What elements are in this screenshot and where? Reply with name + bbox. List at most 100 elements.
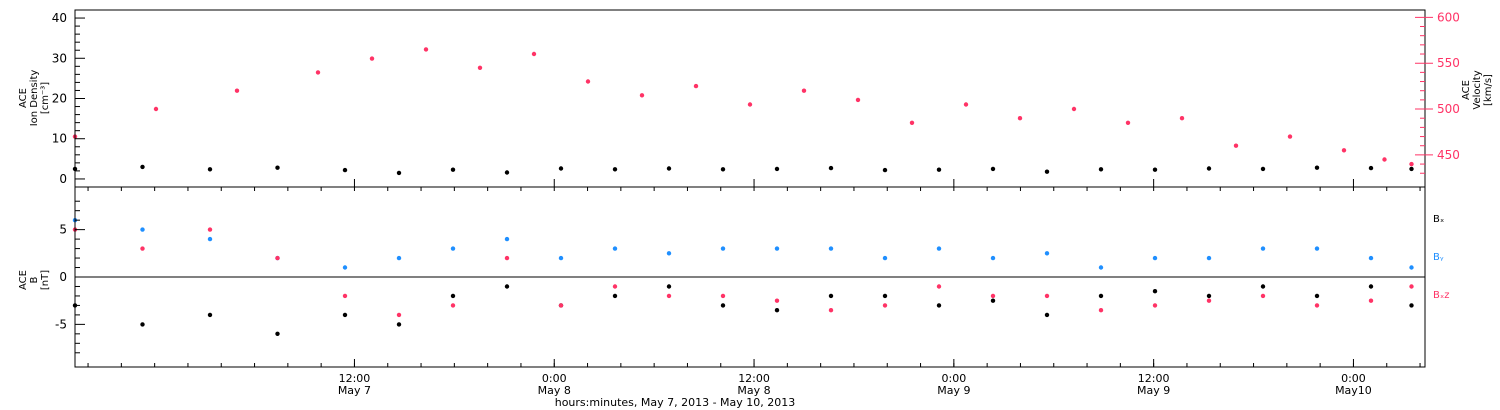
bx-point — [1409, 303, 1414, 308]
velocity-axis-label-line: ACE — [1461, 80, 1472, 100]
by-point — [936, 246, 942, 251]
bx-point — [612, 293, 618, 299]
bx-point — [140, 322, 145, 327]
by-point — [774, 246, 780, 251]
bz-point — [666, 293, 672, 299]
bz-point — [342, 293, 348, 299]
bz-point — [1368, 298, 1374, 303]
bx-point — [1044, 312, 1050, 318]
density-point — [342, 167, 348, 173]
velocity-point — [909, 120, 915, 126]
velocity-tick-label: 500 — [1437, 102, 1460, 116]
density-point — [990, 166, 996, 172]
bx-point — [828, 293, 834, 299]
x-tick-time: 12:00 — [1138, 372, 1170, 385]
density-point — [882, 167, 888, 173]
bz-point — [1206, 298, 1212, 303]
legend-bz: Bₓz — [1433, 290, 1450, 301]
density-point — [936, 167, 942, 172]
density-point — [1044, 169, 1050, 174]
bx-point — [1260, 284, 1266, 289]
velocity-tick-label: 600 — [1437, 10, 1460, 24]
density-point — [450, 167, 456, 172]
x-tick-date: May10 — [1335, 384, 1372, 397]
velocity-point — [153, 106, 159, 112]
bz-point — [720, 293, 726, 299]
by-point — [558, 255, 564, 261]
density-point — [828, 165, 834, 171]
bx-point — [666, 284, 672, 289]
velocity-axis-label-line: Velocity — [1472, 70, 1483, 109]
top-panel-frame — [74, 9, 1426, 188]
bx-point — [1206, 293, 1212, 299]
bx-point — [450, 293, 456, 299]
velocity-point — [639, 93, 645, 98]
bz-point — [612, 284, 618, 289]
by-point — [990, 255, 996, 261]
bfield-axis-label-line: ACE — [18, 270, 29, 290]
bx-point — [1152, 289, 1158, 294]
velocity-point — [585, 79, 591, 84]
bx-point — [774, 308, 780, 313]
density-tick-label: 30 — [52, 51, 67, 65]
x-tick-time: 0:00 — [542, 372, 567, 385]
by-point — [1409, 265, 1414, 270]
bz-point — [1260, 293, 1266, 299]
velocity-point — [423, 47, 429, 52]
density-axis-label-line: Ion Density — [29, 70, 40, 127]
bz-point — [1098, 308, 1104, 313]
x-tick-time: 0:00 — [941, 372, 966, 385]
bz-point — [990, 293, 996, 299]
bx-point — [936, 303, 942, 308]
by-point — [504, 236, 510, 242]
x-tick-time: 12:00 — [339, 372, 371, 385]
bz-point — [936, 284, 942, 289]
by-point — [140, 227, 145, 232]
by-point — [1152, 255, 1158, 261]
density-point — [1152, 167, 1158, 172]
density-point — [1206, 166, 1212, 171]
density-point — [666, 166, 672, 171]
velocity-point — [1409, 161, 1414, 167]
bz-point — [207, 227, 213, 232]
velocity-point — [1382, 157, 1387, 162]
by-point — [1314, 246, 1320, 251]
bfield-axis-label-line: B — [29, 276, 40, 283]
density-point — [558, 166, 564, 171]
density-point — [774, 166, 780, 172]
velocity-point — [747, 102, 753, 107]
bfield-axis-label-line: [nT] — [40, 270, 51, 290]
density-point — [1260, 166, 1266, 172]
density-tick-label: 0 — [59, 172, 67, 186]
legend-bx: Bₓ — [1433, 214, 1444, 225]
bx-point — [1098, 293, 1104, 299]
velocity-point — [1287, 134, 1293, 139]
velocity-point — [963, 102, 969, 107]
bz-point — [1314, 303, 1320, 308]
by-point — [1098, 265, 1104, 270]
x-tick-date: May 9 — [1137, 384, 1170, 397]
velocity-axis-label: ACE Velocity [km/s] — [1461, 70, 1494, 109]
velocity-point — [1341, 148, 1347, 153]
bz-point — [828, 308, 834, 313]
by-point — [882, 255, 888, 261]
bx-point — [1314, 293, 1320, 299]
bx-point — [396, 322, 402, 327]
bz-point — [558, 303, 564, 308]
bz-point — [396, 312, 402, 318]
density-tick-label: 10 — [52, 132, 67, 146]
by-point — [396, 255, 402, 261]
by-point — [450, 246, 456, 251]
bz-point — [275, 255, 280, 261]
density-point — [207, 167, 213, 172]
bz-point — [1152, 303, 1158, 308]
x-tick-time: 0:00 — [1341, 372, 1366, 385]
velocity-point — [234, 88, 240, 93]
velocity-point — [1125, 120, 1131, 126]
bz-point — [140, 246, 145, 251]
by-point — [1260, 246, 1266, 251]
bx-point — [275, 331, 280, 336]
velocity-point — [1233, 143, 1239, 148]
bz-point — [504, 255, 510, 261]
velocity-tick-label: 550 — [1437, 56, 1460, 70]
